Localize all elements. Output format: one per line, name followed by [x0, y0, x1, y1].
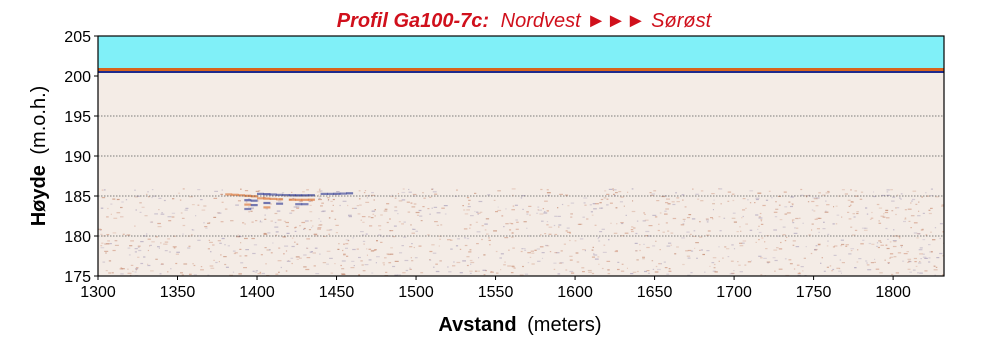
chart-title-direction: Nordvest ►►► Sørøst — [501, 10, 713, 32]
y-tick-label: 180 — [64, 229, 91, 246]
x-axis-label-unit: (meters) — [527, 314, 601, 336]
x-tick-label: 1400 — [239, 284, 275, 301]
x-axis-label: Avstand (meters) — [438, 314, 601, 336]
y-axis: 175 180 185 190 195 200 205 — [64, 29, 98, 286]
chart-title: Profil Ga100-7c: Nordvest ►►► Sørøst — [337, 10, 713, 32]
x-tick-label: 1450 — [319, 284, 355, 301]
x-tick-label: 1600 — [557, 284, 593, 301]
x-tick-label: 1650 — [637, 284, 673, 301]
y-axis-label-unit: (m.o.h.) — [28, 86, 50, 155]
y-tick-label: 190 — [64, 149, 91, 166]
x-axis-label-bold: Avstand — [438, 314, 516, 336]
y-tick-label: 185 — [64, 189, 91, 206]
chart-title-profile: Profil Ga100-7c: — [337, 10, 489, 32]
x-tick-label: 1500 — [398, 284, 434, 301]
surface-reflection-negative — [98, 71, 944, 73]
gridlines — [98, 115, 944, 237]
x-tick-label: 1700 — [716, 284, 752, 301]
air-layer — [98, 36, 944, 68]
x-tick-label: 1350 — [160, 284, 196, 301]
surface-reflection — [98, 68, 944, 71]
x-tick-label: 1800 — [875, 284, 911, 301]
y-axis-label: Høyde (m.o.h.) — [28, 86, 50, 227]
x-tick-label: 1750 — [796, 284, 832, 301]
y-tick-label: 200 — [64, 69, 91, 86]
plot-area — [98, 36, 944, 276]
y-tick-label: 175 — [64, 269, 91, 286]
x-axis: 1300 1350 1400 1450 1500 1550 1600 1650 1700 1750… — [80, 276, 911, 301]
x-tick-label: 1300 — [80, 284, 116, 301]
y-tick-label: 195 — [64, 109, 91, 126]
y-tick-label: 205 — [64, 29, 91, 46]
noise-texture — [98, 188, 944, 276]
x-tick-label: 1550 — [478, 284, 514, 301]
y-axis-label-bold: Høyde — [28, 165, 50, 226]
